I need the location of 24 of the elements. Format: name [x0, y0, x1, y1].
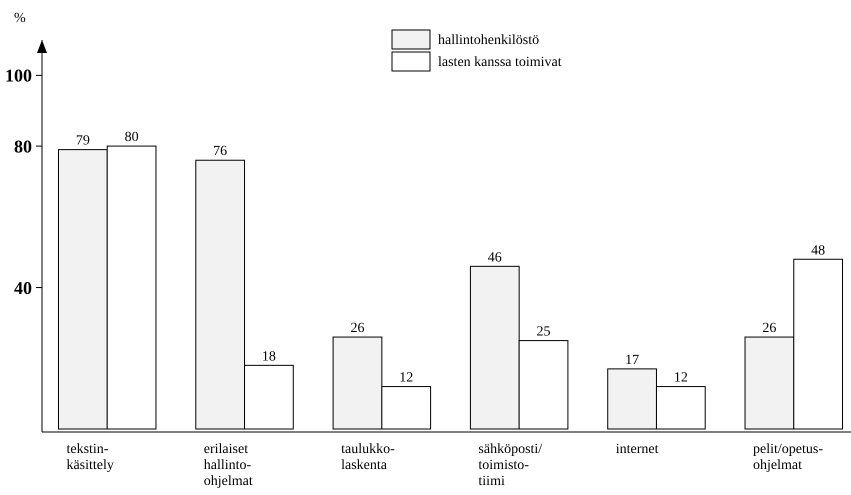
- x-tick-label: taulukko- laskenta: [341, 442, 396, 473]
- data-label: 12: [399, 370, 414, 386]
- data-label: 48: [811, 243, 826, 258]
- legend-label: hallintohenkilöstö: [438, 33, 540, 48]
- x-tick-label: internet: [616, 442, 659, 457]
- y-tick-label: 80: [14, 136, 32, 156]
- x-tick-label: tekstin- käsittely: [66, 442, 114, 473]
- data-label: 26: [762, 321, 776, 336]
- x-tick-label: sähköposti/ toimisto- tiimi: [478, 442, 542, 489]
- y-axis-title: %: [14, 11, 26, 26]
- data-label: 80: [124, 130, 139, 146]
- data-label: 46: [488, 250, 502, 266]
- y-tick-label: 100: [5, 66, 32, 86]
- data-label: 76: [213, 144, 228, 160]
- data-label: 17: [625, 352, 640, 368]
- x-tick-label: pelit/opetus- ohjelmat: [753, 442, 824, 473]
- data-label: 18: [262, 349, 276, 364]
- legend-label: lasten kanssa toimivat: [438, 55, 562, 70]
- data-label: 12: [674, 370, 688, 386]
- data-label: 26: [350, 321, 364, 336]
- data-label: 79: [76, 134, 90, 149]
- x-tick-label: erilaiset hallinto- ohjelmat: [204, 442, 253, 489]
- data-label: 25: [536, 324, 551, 340]
- y-tick-label: 40: [14, 278, 32, 298]
